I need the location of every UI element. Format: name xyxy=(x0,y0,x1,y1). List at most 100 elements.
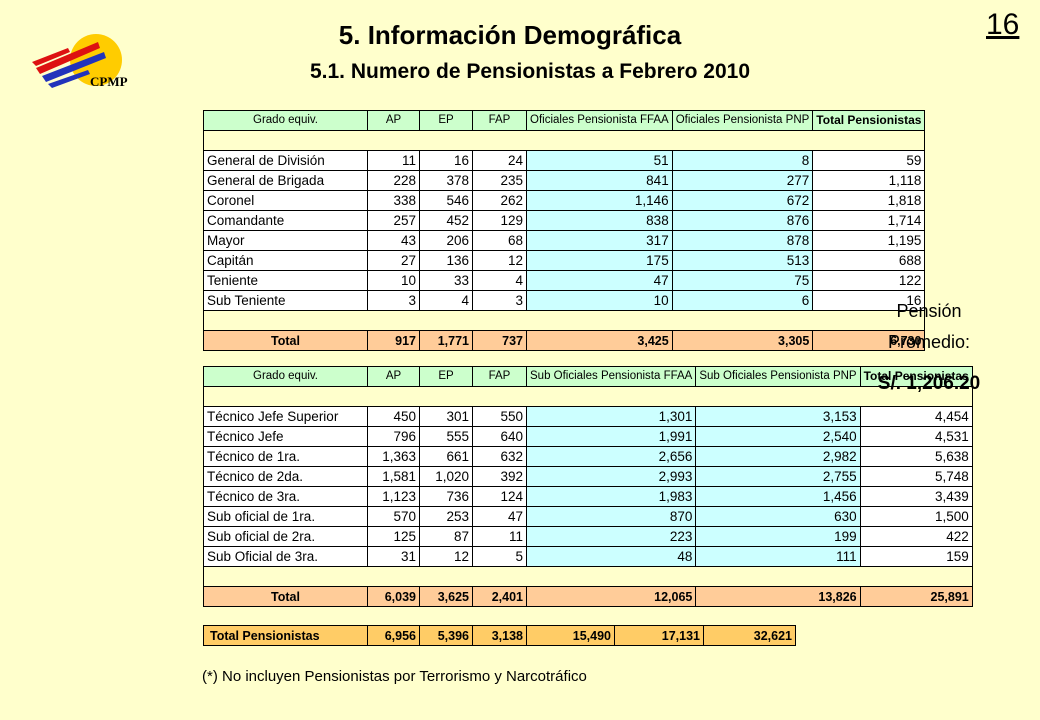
column-header: Sub Oficiales Pensionista FFAA xyxy=(525,366,697,387)
column-header: AP xyxy=(367,366,420,387)
table-cell: 75 xyxy=(671,270,814,291)
table-cell: 841 xyxy=(526,170,673,191)
column-header: AP xyxy=(367,110,420,131)
pension-value: S/. 1,206.20 xyxy=(877,373,981,394)
oficiales-table: Grado equiv. AP EP FAP Oficiales Pensionista… xyxy=(202,110,926,351)
row-label: Técnico de 1ra. xyxy=(203,446,368,467)
row-label: Técnico de 3ra. xyxy=(203,486,368,507)
table-cell: 1,456 xyxy=(695,486,861,507)
table-cell: 1,363 xyxy=(367,446,420,467)
table-row: Sub oficial de 1ra. 570 253 47 870 630 1,500 xyxy=(203,506,973,527)
column-header: Grado equiv. xyxy=(203,366,368,387)
column-header: EP xyxy=(419,110,473,131)
table-cell: 3,153 xyxy=(695,406,861,427)
table-cell: 2,993 xyxy=(525,466,697,487)
total-cell: 2,401 xyxy=(472,586,527,607)
grand-total-row: Total Pensionistas 6,956 5,396 3,138 15,490 1… xyxy=(203,625,796,646)
total-label: Total xyxy=(203,586,368,607)
table-cell: 129 xyxy=(472,210,527,231)
table-cell: 10 xyxy=(367,270,420,291)
row-label: Sub Oficial de 3ra. xyxy=(203,546,368,567)
table-cell: 12 xyxy=(472,250,527,271)
column-header: Sub Oficiales Pensionista PNP xyxy=(695,366,861,387)
table-cell: 301 xyxy=(419,406,473,427)
column-header: FAP xyxy=(472,366,527,387)
row-label: General de Brigada xyxy=(203,170,368,191)
table-cell: 2,540 xyxy=(695,426,861,447)
row-label: Capitán xyxy=(203,250,368,271)
total-row: Total 917 1,771 737 3,425 3,305 6,730 xyxy=(203,330,926,351)
table-cell: 450 xyxy=(367,406,420,427)
table-cell: 1,581 xyxy=(367,466,420,487)
table-row: Comandante 257 452 129 838 876 1,714 xyxy=(203,210,926,231)
table-cell: 47 xyxy=(526,270,673,291)
table-cell: 122 xyxy=(812,270,926,291)
table-cell: 1,118 xyxy=(812,170,926,191)
row-label: Técnico de 2da. xyxy=(203,466,368,487)
table-cell: 68 xyxy=(472,230,527,251)
table-cell: 235 xyxy=(472,170,527,191)
table-cell: 452 xyxy=(419,210,473,231)
table-row: Mayor 43 206 68 317 878 1,195 xyxy=(203,230,926,251)
table-cell: 136 xyxy=(419,250,473,271)
table-cell: 688 xyxy=(812,250,926,271)
table-cell: 4,531 xyxy=(859,426,973,447)
page-title: 5. Información Demográfica xyxy=(338,20,682,50)
total-cell: 3,625 xyxy=(419,586,473,607)
row-label: Sub Teniente xyxy=(203,290,368,311)
table-cell: 16 xyxy=(812,290,926,311)
table-cell: 796 xyxy=(367,426,420,447)
table-cell: 6 xyxy=(671,290,814,311)
total-row: Total 6,039 3,625 2,401 12,065 13,826 25,891 xyxy=(203,586,973,607)
table-cell: 630 xyxy=(695,506,861,527)
table-cell: 338 xyxy=(367,190,420,211)
table-cell: 672 xyxy=(671,190,814,211)
suboficiales-table: Grado equiv. AP EP FAP Sub Oficiales Pension… xyxy=(203,366,973,607)
column-header: Oficiales Pensionista FFAA xyxy=(526,110,673,131)
table-cell: 3 xyxy=(472,290,527,311)
row-label: General de División xyxy=(203,150,368,171)
table-cell: 27 xyxy=(367,250,420,271)
table-cell: 10 xyxy=(526,290,673,311)
total-cell: 12,065 xyxy=(525,586,697,607)
table-cell: 550 xyxy=(472,406,527,427)
table-cell: 8 xyxy=(671,150,814,171)
table-cell: 51 xyxy=(526,150,673,171)
total-cell: 917 xyxy=(367,330,420,351)
grand-total-cell: 6,956 xyxy=(367,625,420,646)
table-cell: 4 xyxy=(472,270,527,291)
table-cell: 392 xyxy=(472,466,527,487)
table-cell: 878 xyxy=(671,230,814,251)
page-number: 16 xyxy=(986,8,1020,41)
table-cell: 1,991 xyxy=(525,426,697,447)
logo-text: CPMP xyxy=(90,74,128,89)
row-label: Mayor xyxy=(203,230,368,251)
pension-label-2: Promedio: xyxy=(887,332,971,352)
table-cell: 277 xyxy=(671,170,814,191)
cpmp-logo: CPMP xyxy=(32,34,128,89)
column-header: Total Pensionistas xyxy=(812,110,926,131)
grand-total-cell: 17,131 xyxy=(614,625,704,646)
table-cell: 632 xyxy=(472,446,527,467)
table-cell: 1,714 xyxy=(812,210,926,231)
table-cell: 736 xyxy=(419,486,473,507)
total-cell: 6,039 xyxy=(367,586,420,607)
row-label: Técnico Jefe Superior xyxy=(203,406,368,427)
table-cell: 124 xyxy=(472,486,527,507)
table-cell: 1,146 xyxy=(526,190,673,211)
table-row: Técnico Jefe Superior 450 301 550 1,301 3,153… xyxy=(203,406,973,427)
table-cell: 3 xyxy=(367,290,420,311)
table-cell: 661 xyxy=(419,446,473,467)
grand-total-cell: 5,396 xyxy=(419,625,473,646)
table-row: General de División 11 16 24 51 8 59 xyxy=(203,150,926,171)
row-label: Técnico Jefe xyxy=(203,426,368,447)
total-cell: 737 xyxy=(472,330,527,351)
table-row: Técnico de 2da. 1,581 1,020 392 2,993 2,755 5,… xyxy=(203,466,973,487)
table-cell: 125 xyxy=(367,526,420,547)
table-cell: 2,755 xyxy=(695,466,861,487)
table-cell: 3,439 xyxy=(859,486,973,507)
table-cell: 87 xyxy=(419,526,473,547)
table-cell: 4 xyxy=(419,290,473,311)
table-cell: 175 xyxy=(526,250,673,271)
table-cell: 570 xyxy=(367,506,420,527)
